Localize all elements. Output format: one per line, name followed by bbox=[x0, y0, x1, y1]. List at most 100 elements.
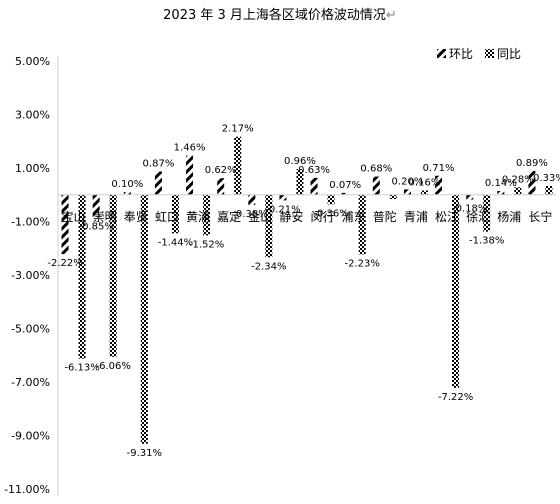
data-label: 0.62% bbox=[205, 165, 237, 176]
category-label: 闵行 bbox=[311, 209, 335, 224]
data-label: 0.96% bbox=[284, 156, 316, 167]
data-label: 0.07% bbox=[329, 180, 361, 191]
data-label: -7.22% bbox=[438, 392, 473, 403]
data-label: 0.38% bbox=[236, 209, 268, 220]
data-label: 0.63% bbox=[298, 165, 330, 176]
data-label: -1.52% bbox=[189, 239, 224, 250]
data-label: 0.89% bbox=[516, 158, 548, 169]
y-tick-label: 1.00% bbox=[15, 162, 50, 175]
bar-mom bbox=[435, 175, 443, 195]
bar-mom bbox=[372, 176, 380, 195]
y-tick-label: -9.00% bbox=[11, 430, 50, 443]
bar-yoy bbox=[420, 190, 428, 195]
data-label: -1.38% bbox=[469, 236, 504, 247]
category-label: 杨浦 bbox=[497, 209, 521, 224]
category-label: 崇明 bbox=[93, 210, 117, 224]
legend: 环比 同比 bbox=[437, 47, 521, 61]
bar-yoy bbox=[265, 194, 273, 258]
data-label: -1.44% bbox=[158, 237, 193, 248]
bar-yoy bbox=[78, 194, 86, 359]
category-label: 长宁 bbox=[528, 209, 552, 224]
plot-area bbox=[61, 136, 553, 444]
data-label: -2.22% bbox=[47, 258, 82, 269]
category-labels: 宝山 崇明 奉贤 虹口 黄浦 嘉定 金山 静安 闵行 浦东 普陀 青浦 松江 徐汇 杨浦 长宁 bbox=[62, 209, 553, 224]
category-label: 宝山 bbox=[62, 210, 86, 224]
bar-yoy bbox=[234, 136, 242, 195]
bar-mom bbox=[217, 178, 225, 195]
bar-mom bbox=[528, 170, 536, 195]
category-label: 普陀 bbox=[373, 209, 397, 224]
bar-mom bbox=[310, 177, 318, 195]
category-label: 徐汇 bbox=[466, 209, 490, 224]
data-label: -6.06% bbox=[95, 361, 130, 372]
bar-mom bbox=[279, 194, 287, 201]
data-label: -2.34% bbox=[251, 261, 286, 272]
bar-yoy bbox=[140, 194, 148, 444]
category-label: 嘉定 bbox=[217, 209, 241, 224]
bar-mom bbox=[154, 171, 162, 195]
y-tick-label: -5.00% bbox=[11, 323, 50, 336]
legend-label-mom: 环比 bbox=[449, 47, 473, 61]
bar-mom bbox=[186, 155, 194, 195]
legend-swatch-yoy bbox=[485, 49, 494, 58]
bar-mom bbox=[341, 192, 349, 195]
legend-swatch-mom bbox=[437, 49, 446, 58]
data-label: -0.18% bbox=[452, 204, 487, 215]
data-label: 1.46% bbox=[174, 143, 206, 154]
category-label: 奉贤 bbox=[124, 210, 148, 224]
data-label: -0.85% bbox=[78, 221, 113, 232]
bar-mom bbox=[61, 194, 69, 255]
data-label: 0.16% bbox=[409, 177, 441, 188]
bar-yoy bbox=[203, 194, 211, 236]
data-label: -2.23% bbox=[344, 258, 379, 269]
bar-yoy bbox=[452, 194, 460, 388]
bar-yoy bbox=[483, 194, 491, 232]
y-tick-label: 3.00% bbox=[15, 109, 50, 122]
bar-yoy bbox=[109, 194, 117, 357]
bar-mom bbox=[466, 194, 474, 200]
bar-mom bbox=[497, 191, 505, 195]
data-label: 0.68% bbox=[360, 164, 392, 175]
data-label: -0.36% bbox=[313, 208, 348, 219]
bar-yoy bbox=[389, 194, 397, 200]
bar-mom bbox=[92, 194, 100, 218]
data-label: -0.21% bbox=[265, 204, 300, 215]
data-label: 0.33% bbox=[533, 173, 560, 184]
bar-mom bbox=[403, 189, 411, 195]
bar-yoy bbox=[296, 169, 304, 195]
data-label: 0.28% bbox=[502, 174, 534, 185]
category-label: 松江 bbox=[435, 210, 459, 224]
bar-yoy bbox=[514, 187, 522, 195]
data-label: -6.13% bbox=[64, 363, 99, 374]
data-label: -9.31% bbox=[127, 448, 162, 459]
bar-yoy bbox=[358, 194, 366, 255]
category-label: 静安 bbox=[279, 209, 303, 224]
chart-title: 2023 年 3 月上海各区域价格波动情况↵ bbox=[163, 7, 397, 23]
data-label: 0.10% bbox=[111, 179, 143, 190]
bar-mom bbox=[123, 192, 131, 195]
category-label: 金山 bbox=[248, 209, 272, 224]
data-label: 0.14% bbox=[485, 178, 517, 189]
category-label: 黄浦 bbox=[186, 210, 210, 224]
bar-yoy bbox=[171, 194, 179, 234]
y-tick-label: -3.00% bbox=[11, 269, 50, 282]
y-tick-label: -11.00% bbox=[4, 483, 50, 496]
category-label: 虹口 bbox=[155, 210, 179, 224]
bar-yoy bbox=[545, 185, 553, 195]
y-tick-label: -1.00% bbox=[11, 216, 50, 229]
data-label: 0.71% bbox=[423, 163, 455, 174]
y-tick-label: -7.00% bbox=[11, 376, 50, 389]
legend-label-yoy: 同比 bbox=[497, 47, 521, 61]
bar-mom bbox=[248, 194, 256, 205]
bar-yoy bbox=[327, 194, 335, 205]
category-label: 浦东 bbox=[342, 210, 366, 224]
data-label: 0.20% bbox=[392, 176, 424, 187]
category-label: 青浦 bbox=[404, 210, 428, 224]
data-label: 0.87% bbox=[143, 158, 175, 169]
data-labels: -2.22% -6.13% -0.85% -6.06% 0.10% -9.31% 0.87%… bbox=[47, 124, 560, 459]
y-axis-ticks: 5.00% 3.00% 1.00% -1.00% -3.00% -5.00% -7.00% -… bbox=[4, 55, 50, 496]
y-tick-label: 5.00% bbox=[15, 55, 50, 68]
data-label: 2.17% bbox=[222, 124, 254, 135]
